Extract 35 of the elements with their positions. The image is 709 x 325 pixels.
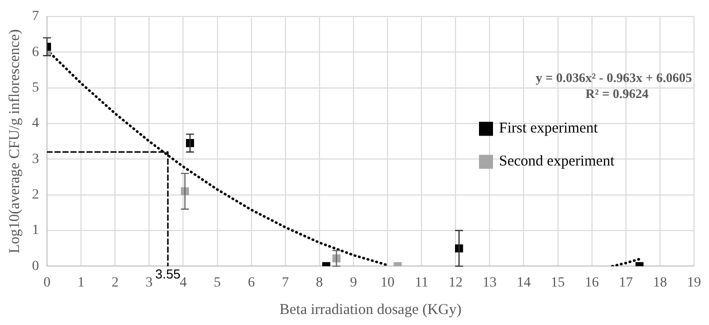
x-tick-label: 10 bbox=[380, 275, 395, 290]
x-tick-label: 0 bbox=[44, 275, 50, 290]
x-tick-label: 2 bbox=[112, 275, 119, 290]
x-tick-label: 17 bbox=[618, 275, 633, 290]
y-tick-label: 3 bbox=[32, 152, 39, 167]
x-tick-label: 6 bbox=[248, 275, 255, 290]
annotation: 3.55 bbox=[155, 266, 181, 282]
x-tick-label: 3 bbox=[146, 275, 153, 290]
y-axis-title: Log10(average CFU/g inflorescence) bbox=[6, 29, 23, 254]
x-tick-label: 7 bbox=[282, 275, 289, 290]
y-tick-label: 1 bbox=[32, 223, 39, 238]
annotation: R² = 0.9624 bbox=[586, 86, 649, 101]
x-tick-label: 4 bbox=[180, 275, 187, 290]
x-tick-label: 5 bbox=[214, 275, 221, 290]
y-tick-label: 6 bbox=[32, 44, 39, 60]
y-tick-label: 5 bbox=[32, 80, 39, 96]
x-tick-label: 1 bbox=[78, 275, 85, 290]
x-tick-label: 12 bbox=[448, 275, 463, 290]
x-tick-label: 15 bbox=[550, 275, 565, 290]
x-tick-label: 16 bbox=[584, 275, 599, 290]
x-axis-title: Beta irradiation dosage (KGy) bbox=[279, 302, 462, 318]
x-tick-label: 18 bbox=[652, 275, 667, 290]
x-tick-label: 19 bbox=[687, 275, 701, 290]
x-tick-label: 14 bbox=[516, 275, 531, 290]
legend-label: First experiment bbox=[499, 120, 599, 137]
y-tick-label: 7 bbox=[32, 9, 39, 24]
y-tick-label: 4 bbox=[32, 116, 39, 132]
x-tick-label: 13 bbox=[482, 275, 497, 290]
annotation: y = 0.036x² - 0.963x + 6.0605 bbox=[536, 70, 692, 85]
x-tick-label: 8 bbox=[316, 275, 323, 290]
x-tick-label: 11 bbox=[414, 275, 428, 290]
x-tick-label: 9 bbox=[350, 275, 357, 290]
y-tick-label: 0 bbox=[32, 258, 39, 274]
legend-label: Second experiment bbox=[499, 154, 616, 170]
y-tick-label: 2 bbox=[32, 188, 39, 202]
